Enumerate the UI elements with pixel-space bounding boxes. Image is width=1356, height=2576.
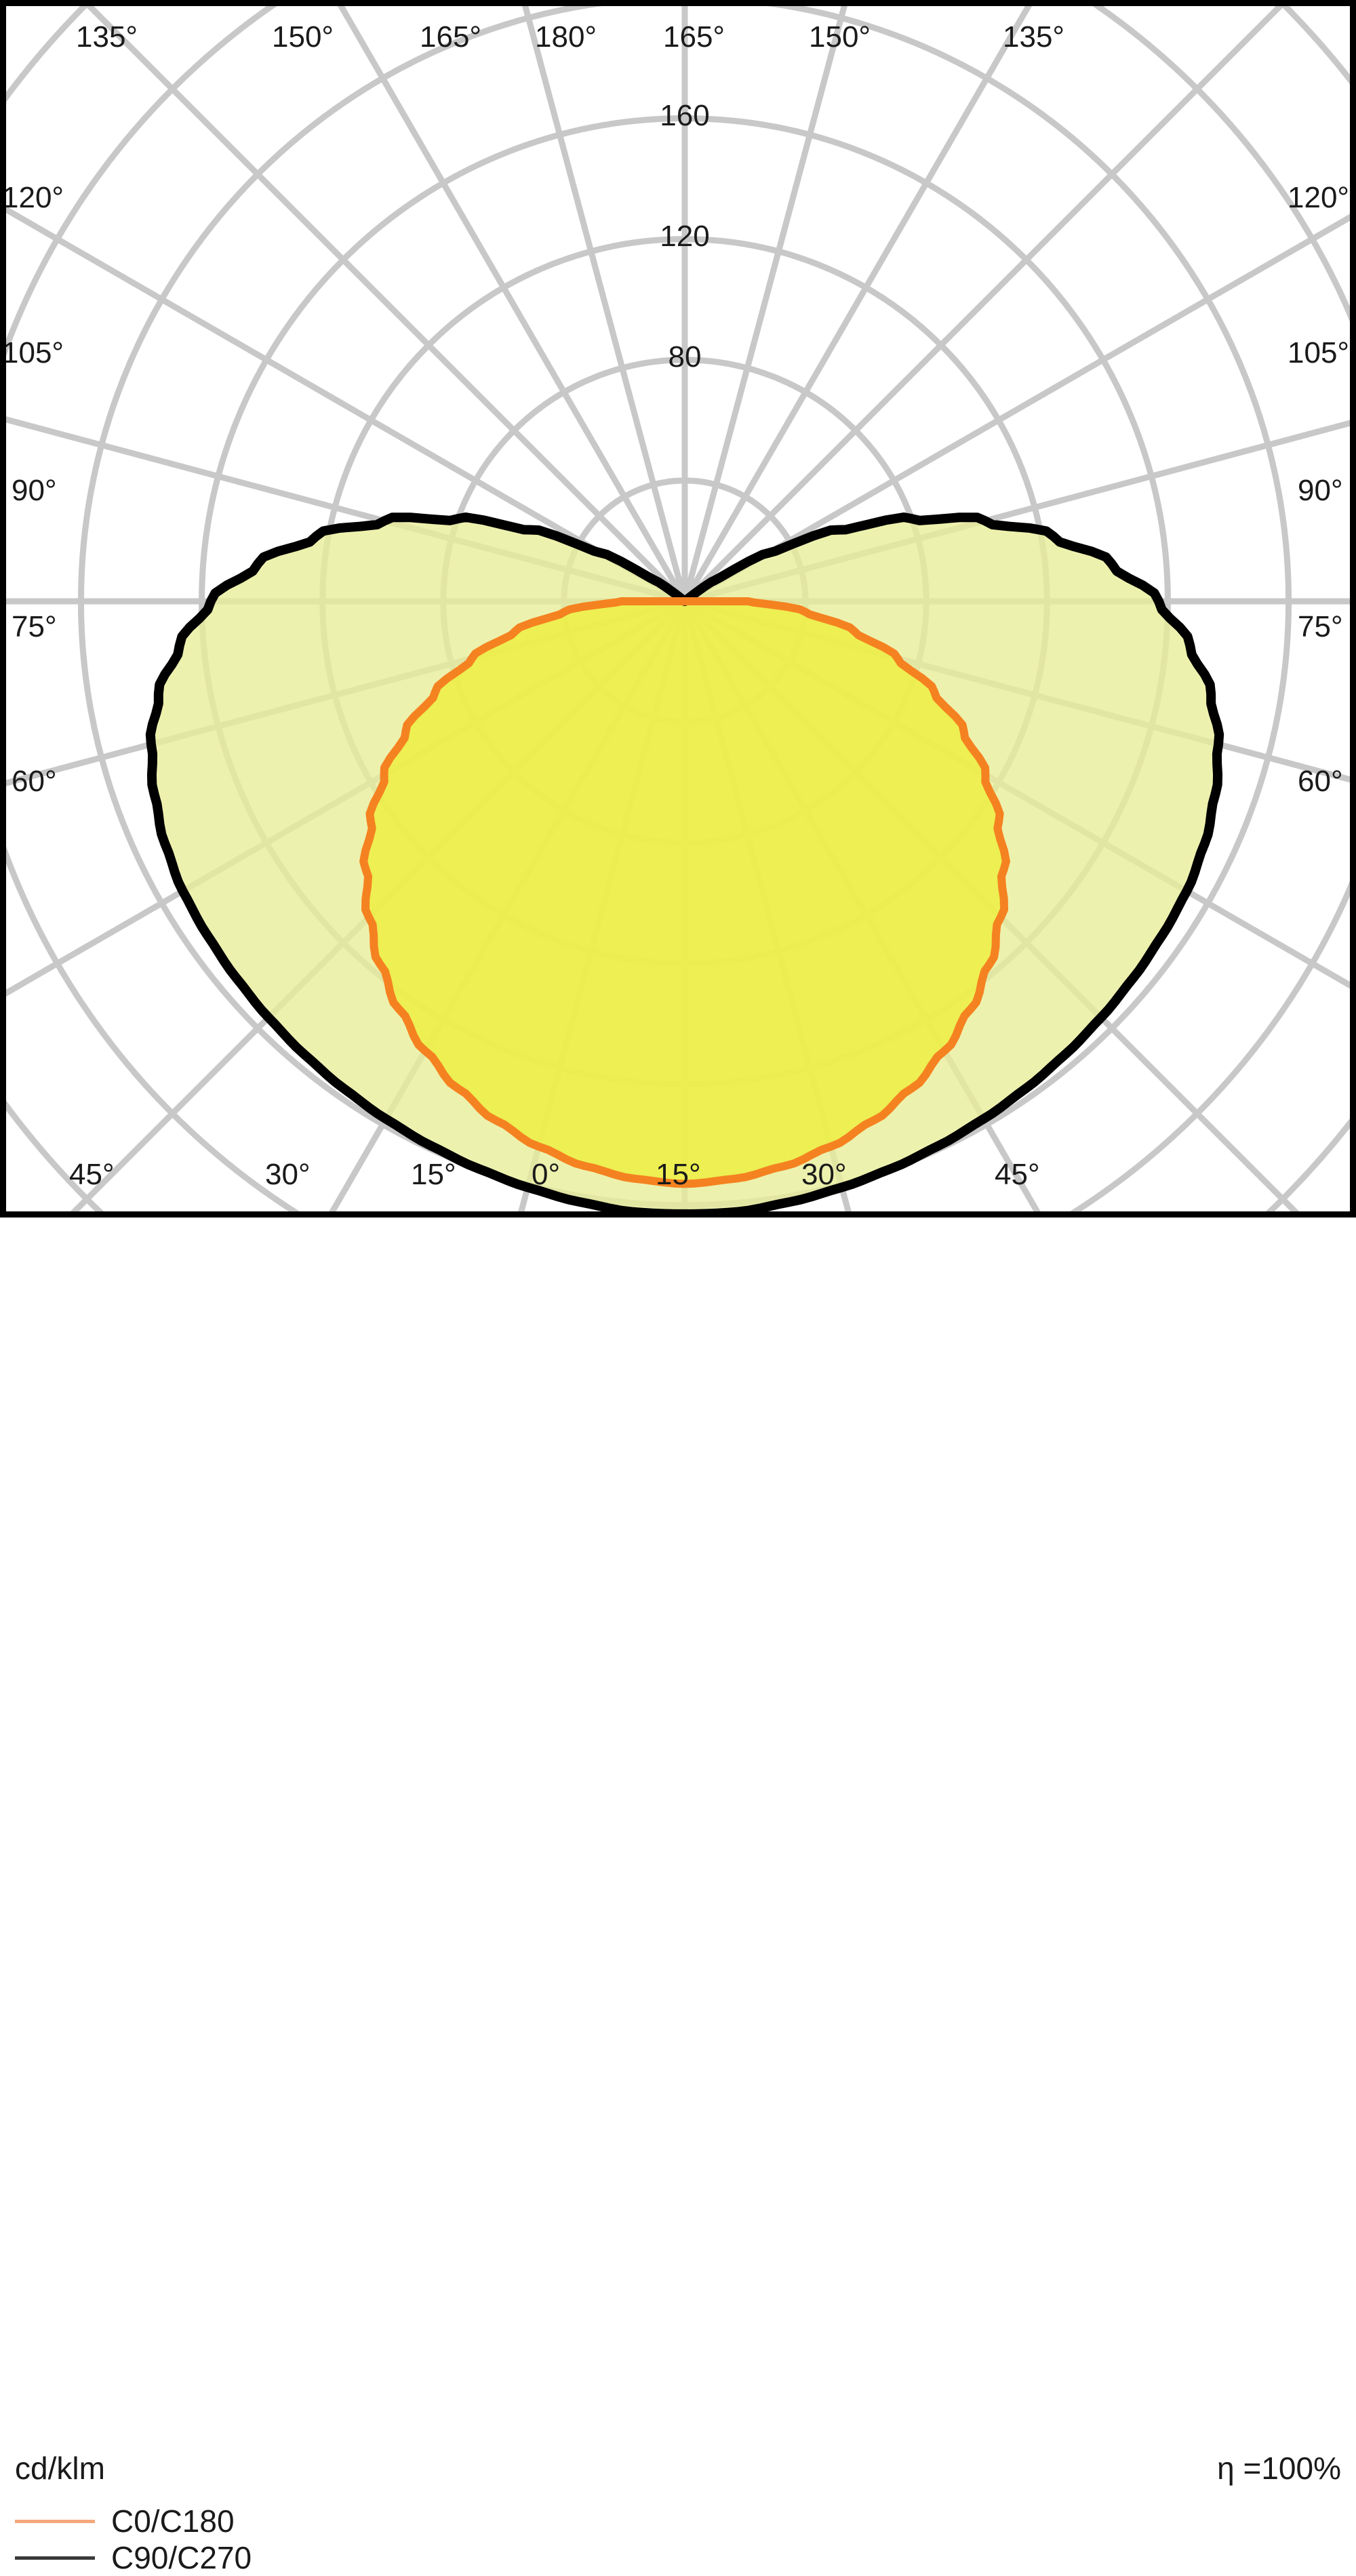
series-outline-curves bbox=[145, 512, 1224, 1214]
angle-tick-label-bottom: 30° bbox=[801, 1158, 847, 1191]
grid-ray bbox=[682, 6, 1033, 603]
angle-tick-label-left: 60° bbox=[12, 765, 57, 798]
angle-tick-label-top: 150° bbox=[809, 20, 871, 54]
polar-grid-group bbox=[6, 6, 1350, 1214]
unit-label: cd/klm bbox=[15, 2451, 105, 2486]
angle-tick-label-top: 165° bbox=[420, 20, 482, 54]
angle-tick-label-top: 180° bbox=[535, 20, 597, 54]
series-fill-c0-c180 bbox=[363, 601, 1006, 1184]
grid-ray bbox=[337, 6, 687, 603]
angle-tick-label-top: 150° bbox=[272, 20, 334, 54]
legend-swatch-c90-c270 bbox=[15, 2556, 95, 2560]
legend: C0/C180 C90/C270 bbox=[15, 2503, 557, 2576]
grid-ray bbox=[683, 214, 1350, 604]
angle-tick-label-right: 105° bbox=[1288, 336, 1350, 369]
radial-tick-label: 200 bbox=[641, 6, 729, 9]
efficiency-label: η =100% bbox=[1217, 2451, 1341, 2486]
radial-tick-label: 80 bbox=[668, 340, 702, 374]
polar-plot-svg bbox=[6, 6, 1350, 1214]
angle-tick-label-right: 60° bbox=[1298, 765, 1343, 798]
radial-tick-label: 120 bbox=[660, 219, 710, 253]
grid-ray bbox=[85, 6, 687, 604]
grid-ray bbox=[681, 6, 848, 603]
angle-tick-label-right: 75° bbox=[1298, 610, 1343, 643]
series-fill-areas bbox=[150, 517, 1220, 1211]
grid-ray bbox=[522, 6, 688, 603]
angle-tick-label-top: 135° bbox=[76, 20, 138, 54]
grid-ray bbox=[682, 6, 1285, 604]
polar-plot-frame: 24020016012080 135°150°165°180°165°150°1… bbox=[0, 0, 1356, 1217]
diagram-footer: cd/klm η =100% C0/C180 C90/C270 bbox=[0, 1217, 1356, 2573]
angle-tick-label-left: 120° bbox=[2, 181, 64, 214]
angle-tick-label-bottom: 15° bbox=[656, 1158, 701, 1191]
angle-tick-label-bottom: 45° bbox=[69, 1158, 115, 1191]
angle-tick-label-right: 90° bbox=[1298, 474, 1343, 507]
angle-tick-label-bottom: 30° bbox=[265, 1158, 311, 1191]
radial-tick-label: 160 bbox=[660, 98, 710, 132]
grid-ray bbox=[6, 205, 687, 604]
angle-tick-label-left: 105° bbox=[2, 336, 64, 369]
angle-tick-label-left: 75° bbox=[12, 610, 57, 643]
angle-tick-label-top: 135° bbox=[1003, 20, 1065, 54]
angle-tick-label-bottom: 15° bbox=[411, 1158, 456, 1191]
legend-item-c90-c270[interactable]: C90/C270 bbox=[15, 2539, 557, 2576]
angle-tick-label-bottom: 45° bbox=[995, 1158, 1040, 1191]
series-line-c0-c180[interactable] bbox=[359, 597, 1010, 1188]
legend-label-c0-c180: C0/C180 bbox=[111, 2503, 235, 2539]
angle-tick-label-top: 165° bbox=[663, 20, 725, 54]
legend-label-c90-c270: C90/C270 bbox=[111, 2540, 252, 2575]
legend-swatch-c0-c180 bbox=[15, 2519, 95, 2523]
legend-item-c0-c180[interactable]: C0/C180 bbox=[15, 2503, 557, 2539]
angle-tick-label-bottom: 0° bbox=[532, 1158, 561, 1191]
series-line-c90-c270[interactable] bbox=[145, 512, 1224, 1214]
angle-tick-label-left: 90° bbox=[12, 474, 57, 507]
angle-tick-label-right: 120° bbox=[1288, 181, 1350, 214]
